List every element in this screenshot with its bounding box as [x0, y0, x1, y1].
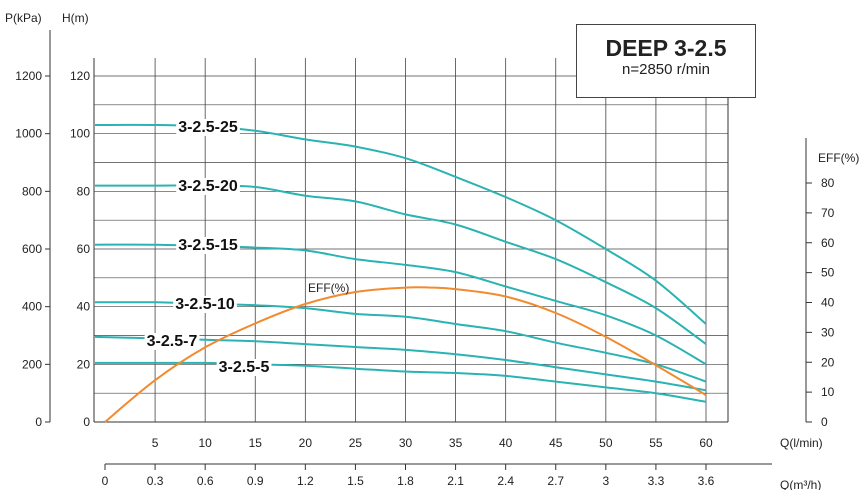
flow-lmin-tick-label: 40 — [499, 436, 513, 450]
head-tick-label: 120 — [70, 69, 90, 83]
flow-m3h-tick-label: 1.2 — [297, 474, 314, 488]
eff-axis-label: EFF(%) — [818, 151, 859, 165]
chart-subtitle: n=2850 r/min — [622, 61, 710, 78]
flow-m3h-tick-label: 0 — [102, 474, 109, 488]
eff-tick-label: 70 — [821, 206, 835, 220]
flow-m3h-tick-label: 3.6 — [698, 474, 715, 488]
curve-label-3-2.5-25: 3-2.5-25 — [178, 119, 238, 136]
curve-labels: 3-2.5-25 3-2.5-20 3-2.5-15 3-2.5-10 3-2.5-7 3… — [144, 119, 272, 376]
flow-m3h-tick-label: 3.3 — [648, 474, 665, 488]
curve-label-3-2.5-10: 3-2.5-10 — [175, 296, 235, 313]
curve-label-background — [173, 296, 237, 313]
flow-lmin-tick-label: 35 — [449, 436, 463, 450]
chart-title: DEEP 3-2.5 — [605, 35, 727, 61]
axes: 0204060801001200200400600800100012000102… — [15, 30, 835, 488]
curve-label-background — [176, 119, 240, 136]
head-tick-label: 100 — [70, 127, 90, 141]
flow-lmin-tick-label: 45 — [549, 436, 563, 450]
head-axis-label: H(m) — [62, 11, 89, 25]
flow-m3h-tick-label: 0.9 — [247, 474, 264, 488]
curves — [94, 123, 707, 423]
flow-m3h-tick-label: 2.4 — [497, 474, 514, 488]
flow-m3h-tick-label: 1.5 — [347, 474, 364, 488]
pressure-tick-label: 1000 — [15, 127, 42, 141]
curve-label-background — [176, 237, 240, 254]
efficiency-curve — [104, 286, 707, 423]
flow-lmin-axis-label: Q(l/min) — [780, 436, 823, 450]
flow-m3h-tick-label: 0.3 — [147, 474, 164, 488]
head-tick-label: 40 — [77, 300, 91, 314]
flow-lmin-tick-label: 20 — [299, 436, 313, 450]
flow-m3h-tick-label: 2.1 — [447, 474, 464, 488]
flow-lmin-tick-label: 5 — [152, 436, 159, 450]
flow-lmin-tick-label: 15 — [249, 436, 263, 450]
head-tick-label: 20 — [77, 357, 91, 371]
pressure-tick-label: 400 — [22, 300, 42, 314]
flow-m3h-tick-label: 3 — [602, 474, 609, 488]
head-tick-label: 80 — [77, 184, 91, 198]
pump-curve-3-2.5-25 — [94, 123, 707, 325]
curve-label-background — [144, 333, 200, 350]
pump-curve-3-2.5-5 — [94, 361, 707, 403]
pressure-tick-label: 1200 — [15, 69, 42, 83]
curve-label-3-2.5-5: 3-2.5-5 — [219, 359, 270, 376]
chart-title-box: DEEP 3-2.5 n=2850 r/min — [576, 24, 756, 98]
flow-m3h-tick-label: 0.6 — [197, 474, 214, 488]
head-tick-label: 0 — [83, 415, 90, 429]
flow-m3h-tick-label: 2.7 — [547, 474, 564, 488]
pump-curve-3-2.5-7 — [94, 335, 707, 392]
eff-tick-label: 40 — [821, 296, 835, 310]
flow-m3h-axis-label: Q(m³/h) — [780, 478, 821, 490]
flow-lmin-tick-label: 10 — [198, 436, 212, 450]
pressure-tick-label: 600 — [22, 242, 42, 256]
eff-tick-label: 60 — [821, 236, 835, 250]
curve-label-3-2.5-20: 3-2.5-20 — [178, 178, 238, 195]
head-tick-label: 60 — [77, 242, 91, 256]
eff-curve-label: EFF(%) — [308, 281, 349, 295]
pressure-tick-label: 0 — [35, 415, 42, 429]
curve-label-background — [216, 359, 272, 376]
eff-tick-label: 10 — [821, 385, 835, 399]
eff-tick-label: 80 — [821, 176, 835, 190]
curve-label-background — [176, 178, 240, 195]
eff-tick-label: 30 — [821, 325, 835, 339]
eff-tick-label: 20 — [821, 355, 835, 369]
flow-lmin-tick-label: 55 — [649, 436, 663, 450]
flow-lmin-tick-label: 30 — [399, 436, 413, 450]
flow-lmin-tick-label: 25 — [349, 436, 363, 450]
eff-tick-label: 0 — [821, 415, 828, 429]
pressure-axis-label: P(kPa) — [5, 11, 42, 25]
curve-label-3-2.5-15: 3-2.5-15 — [178, 237, 238, 254]
curve-label-3-2.5-7: 3-2.5-7 — [147, 333, 198, 350]
eff-tick-label: 50 — [821, 266, 835, 280]
grid — [94, 58, 728, 422]
pressure-tick-label: 200 — [22, 357, 42, 371]
flow-lmin-tick-label: 50 — [599, 436, 613, 450]
pressure-tick-label: 800 — [22, 184, 42, 198]
flow-m3h-tick-label: 1.8 — [397, 474, 414, 488]
flow-lmin-tick-label: 60 — [699, 436, 713, 450]
